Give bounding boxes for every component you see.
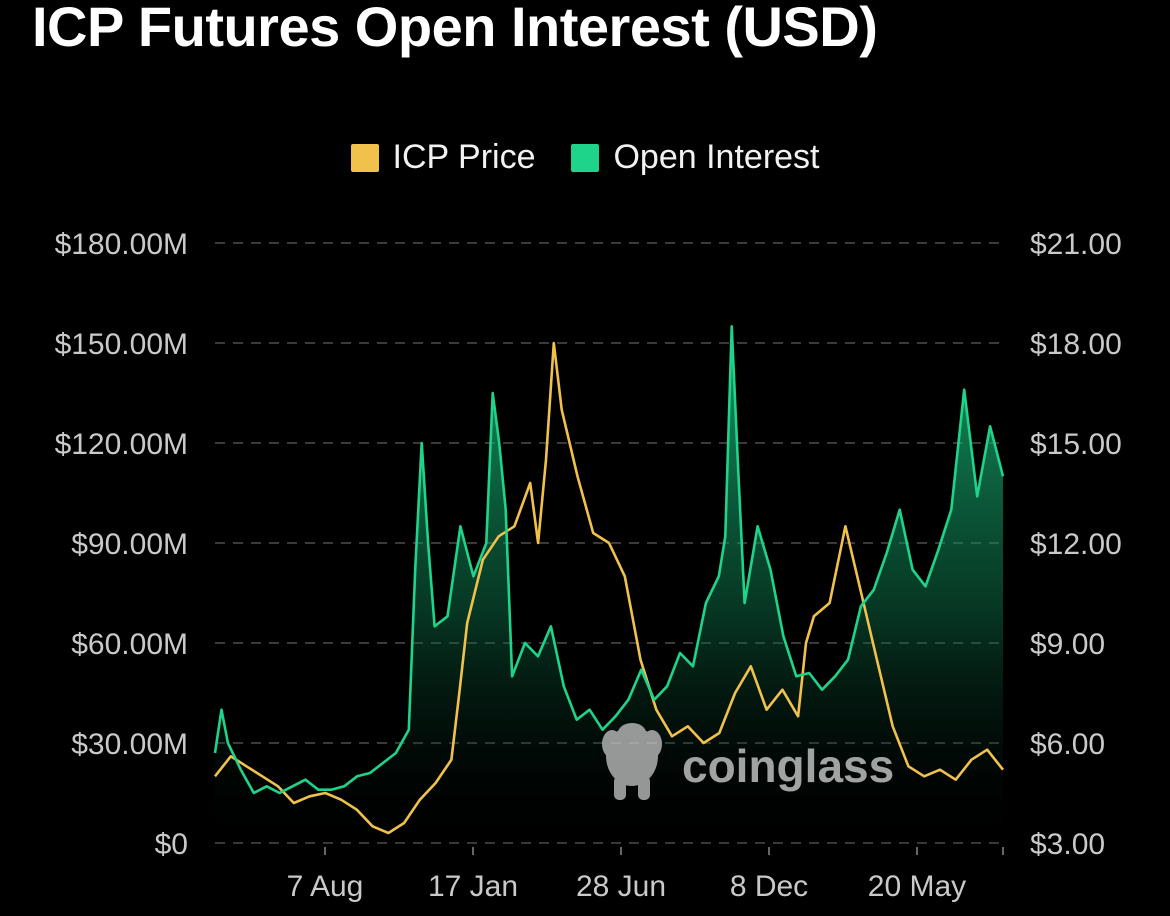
legend-swatch-icp-price [350, 143, 379, 172]
x-tick-label: 20 May [868, 870, 966, 903]
y-right-tick-label: $9.00 [1030, 628, 1105, 661]
y-left-tick-label: $30.00M [71, 728, 188, 761]
y-right-tick-label: $15.00 [1030, 428, 1122, 461]
coinglass-watermark: coinglass [602, 723, 894, 800]
y-right-tick-label: $6.00 [1030, 728, 1105, 761]
x-tick-label: 8 Dec [730, 870, 808, 903]
legend-item-open-interest[interactable]: Open Interest [571, 138, 820, 177]
y-left-tick-label: $120.00M [55, 428, 188, 461]
y-left-tick-label: $0 [155, 828, 188, 861]
y-right-tick-label: $18.00 [1030, 328, 1122, 361]
y-right-tick-label: $3.00 [1030, 828, 1105, 861]
y-axis-right: $3.00 $6.00 $9.00 $12.00 $15.00 $18.00 $21.00 [1030, 228, 1122, 861]
y-left-tick-label: $90.00M [71, 528, 188, 561]
y-right-tick-label: $21.00 [1030, 228, 1122, 261]
legend-item-icp-price[interactable]: ICP Price [350, 138, 536, 177]
chart-legend: ICP Price Open Interest [0, 138, 1170, 177]
legend-label-open-interest: Open Interest [613, 138, 820, 176]
x-tick-label: 28 Jun [576, 870, 666, 903]
x-tick-label: 7 Aug [287, 870, 364, 903]
y-left-tick-label: $60.00M [71, 628, 188, 661]
icp-price-line [213, 341, 1005, 835]
y-right-tick-label: $12.00 [1030, 528, 1122, 561]
open-interest-area [215, 326, 1003, 843]
y-left-tick-label: $150.00M [55, 328, 188, 361]
series-group [213, 325, 1005, 843]
legend-swatch-open-interest [571, 143, 600, 172]
open-interest-line [213, 325, 1005, 795]
coinglass-logo-icon [602, 723, 662, 800]
x-tick-label: 17 Jan [428, 870, 518, 903]
legend-label-icp-price: ICP Price [392, 138, 536, 176]
coinglass-watermark-text: coinglass [682, 740, 894, 792]
x-axis: 7 Aug 17 Jan 28 Jun 8 Dec 20 May [287, 847, 1004, 903]
chart-title: ICP Futures Open Interest (USD) [32, 0, 878, 58]
y-axis-left: $0 $30.00M $60.00M $90.00M $120.00M $150.00M $… [55, 228, 188, 861]
y-left-tick-label: $180.00M [55, 228, 188, 261]
